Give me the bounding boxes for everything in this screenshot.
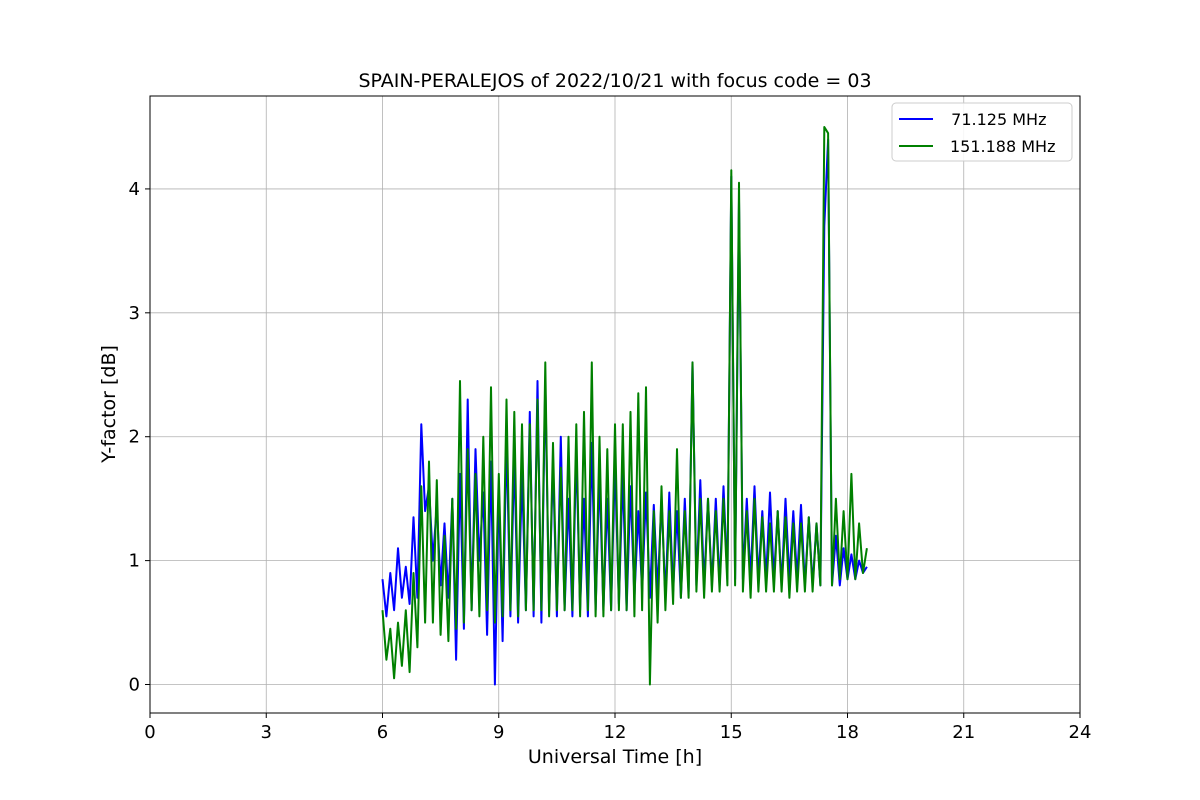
y-tick-label: 4 (129, 179, 140, 200)
y-tick-label: 1 (129, 551, 140, 572)
y-axis: 0 1 2 3 4 (129, 179, 150, 696)
legend-box (891, 102, 1073, 162)
y-tick-label: 2 (129, 427, 140, 448)
x-tick-label: 9 (493, 722, 504, 743)
y-tick-label: 0 (129, 675, 140, 696)
x-tick-label: 3 (261, 722, 272, 743)
x-tick-label: 18 (836, 722, 859, 743)
x-tick-label: 21 (952, 722, 975, 743)
x-axis: 0 3 6 9 12 15 18 21 24 (144, 713, 1091, 743)
legend-label-71mhz: 71.125 MHz (941, 110, 1046, 129)
series-line-151mhz (381, 126, 868, 686)
x-tick-label: 24 (1069, 722, 1092, 743)
plot-area (381, 126, 868, 686)
chart-title: SPAIN-PERALEJOS of 2022/10/21 with focus… (358, 70, 871, 92)
x-tick-label: 0 (144, 722, 155, 743)
legend: 71.125 MHz 151.188 MHz (891, 102, 1073, 162)
x-tick-label: 15 (720, 722, 743, 743)
legend-label-151mhz: 151.188 MHz (950, 137, 1055, 156)
x-tick-label: 12 (604, 722, 627, 743)
y-tick-label: 3 (129, 303, 140, 324)
x-tick-label: 6 (377, 722, 388, 743)
y-axis-label: Y-factor [dB] (98, 345, 120, 464)
x-axis-label: Universal Time [h] (528, 746, 702, 768)
